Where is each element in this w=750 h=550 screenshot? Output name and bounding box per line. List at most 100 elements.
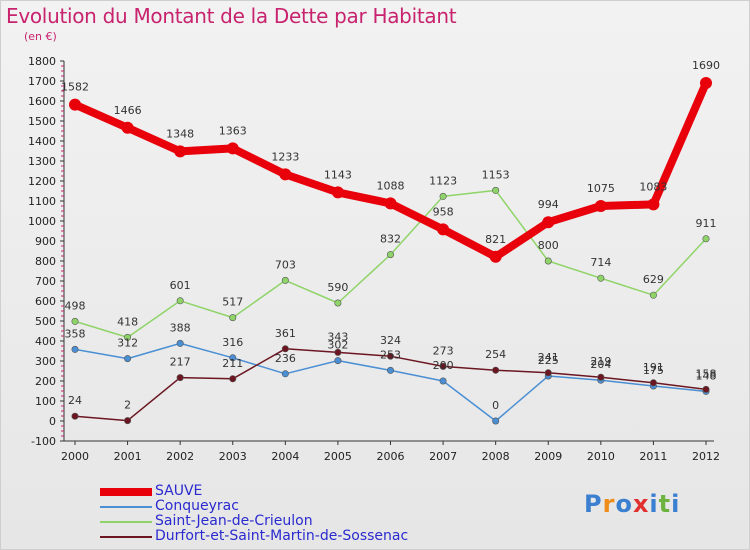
data-label-1-6: 253: [380, 348, 401, 361]
data-point-2-4: [281, 276, 289, 284]
data-point-3-6: [386, 352, 394, 360]
logo-letter: x: [632, 490, 650, 518]
logo-letter: t: [658, 490, 672, 518]
data-point-3-4: [281, 345, 289, 353]
legend-swatch: [100, 488, 152, 496]
data-label-1-9: 225: [538, 354, 559, 367]
data-point-2-11: [649, 291, 657, 299]
data-label-3-6: 324: [380, 334, 401, 347]
x-tick-label: 2000: [61, 450, 89, 463]
data-label-0-9: 994: [538, 198, 559, 211]
data-point-2-1: [124, 333, 132, 341]
data-label-2-5: 590: [327, 281, 348, 294]
data-label-3-3: 211: [222, 357, 243, 370]
y-tick-label: 1200: [28, 175, 56, 188]
logo-letter: P: [584, 490, 603, 518]
x-tick-label: 2003: [219, 450, 247, 463]
legend-swatch: [100, 536, 152, 538]
data-label-3-1: 2: [124, 399, 131, 412]
y-tick-label: -100: [31, 435, 56, 448]
y-tick-label: 100: [35, 395, 56, 408]
data-point-2-5: [334, 299, 342, 307]
data-point-2-2: [176, 297, 184, 305]
data-point-3-2: [176, 374, 184, 382]
y-tick-label: 600: [35, 295, 56, 308]
data-label-1-2: 388: [170, 321, 191, 334]
data-label-0-8: 821: [485, 233, 506, 246]
data-point-3-11: [649, 379, 657, 387]
data-point-3-5: [334, 348, 342, 356]
x-tick-label: 2011: [639, 450, 667, 463]
data-point-2-3: [229, 314, 237, 322]
x-tick-label: 2012: [692, 450, 720, 463]
data-label-2-6: 832: [380, 233, 401, 246]
data-label-0-3: 1363: [219, 124, 247, 137]
data-label-2-8: 1153: [482, 168, 510, 181]
data-point-3-1: [124, 417, 132, 425]
data-label-3-10: 219: [590, 355, 611, 368]
y-tick-label: 1800: [28, 55, 56, 68]
y-tick-label: 500: [35, 315, 56, 328]
data-label-0-4: 1233: [271, 150, 299, 163]
legend-label: SAUVE: [155, 483, 203, 499]
data-label-0-12: 1690: [692, 59, 720, 72]
y-tick-label: 1500: [28, 115, 56, 128]
x-tick-label: 2002: [166, 450, 194, 463]
series-line-2: [74, 189, 707, 339]
data-label-2-4: 703: [275, 258, 296, 271]
data-label-2-10: 714: [590, 256, 611, 269]
data-point-0-4: [279, 168, 292, 181]
data-point-0-11: [647, 198, 660, 211]
data-point-1-8: [492, 417, 500, 425]
data-label-3-11: 191: [643, 361, 664, 374]
data-point-0-9: [542, 216, 555, 229]
chart-subtitle: (en €): [24, 30, 57, 43]
y-tick-label: 200: [35, 375, 56, 388]
data-label-2-7: 1123: [429, 174, 457, 187]
series-line-0: [71, 79, 710, 261]
data-point-1-0: [71, 345, 79, 353]
data-point-3-7: [439, 362, 447, 370]
data-label-0-6: 1088: [377, 179, 405, 192]
data-point-0-10: [594, 200, 607, 212]
data-label-2-2: 601: [170, 279, 191, 292]
data-point-1-4: [281, 370, 289, 378]
y-tick-label: 300: [35, 355, 56, 368]
data-point-1-6: [386, 366, 394, 374]
data-point-3-0: [71, 412, 79, 420]
y-tick-label: 1400: [28, 135, 56, 148]
data-label-3-12: 158: [696, 367, 717, 380]
data-label-0-0: 1582: [61, 81, 89, 94]
data-label-3-0: 24: [68, 394, 82, 407]
data-point-1-3: [229, 354, 237, 362]
data-point-0-6: [384, 197, 397, 210]
data-point-0-7: [437, 223, 450, 236]
data-point-3-8: [492, 366, 500, 374]
data-label-1-5: 302: [327, 339, 348, 352]
x-tick-label: 2007: [429, 450, 457, 463]
data-point-3-10: [597, 373, 605, 381]
data-label-3-2: 217: [170, 356, 191, 369]
data-point-0-12: [700, 77, 712, 89]
data-point-1-5: [334, 357, 342, 365]
x-tick-label: 2005: [324, 450, 352, 463]
legend-label: Saint-Jean-de-Crieulon: [155, 513, 313, 529]
data-label-2-11: 629: [643, 273, 664, 286]
data-label-1-11: 175: [643, 364, 664, 377]
data-label-0-5: 1143: [324, 168, 352, 181]
legend-label: Conqueyrac: [155, 498, 239, 514]
data-label-2-12: 911: [696, 217, 717, 230]
x-tick-label: 2008: [482, 450, 510, 463]
data-label-1-12: 148: [696, 369, 717, 382]
data-point-0-5: [331, 186, 344, 199]
logo-letter: i: [649, 490, 659, 518]
data-label-3-8: 254: [485, 348, 506, 361]
data-point-3-3: [229, 375, 237, 383]
data-label-1-1: 312: [117, 337, 138, 350]
x-tick-label: 2009: [534, 450, 562, 463]
data-label-3-5: 343: [327, 330, 348, 343]
data-point-2-7: [439, 192, 447, 200]
data-label-0-1: 1466: [114, 104, 142, 117]
